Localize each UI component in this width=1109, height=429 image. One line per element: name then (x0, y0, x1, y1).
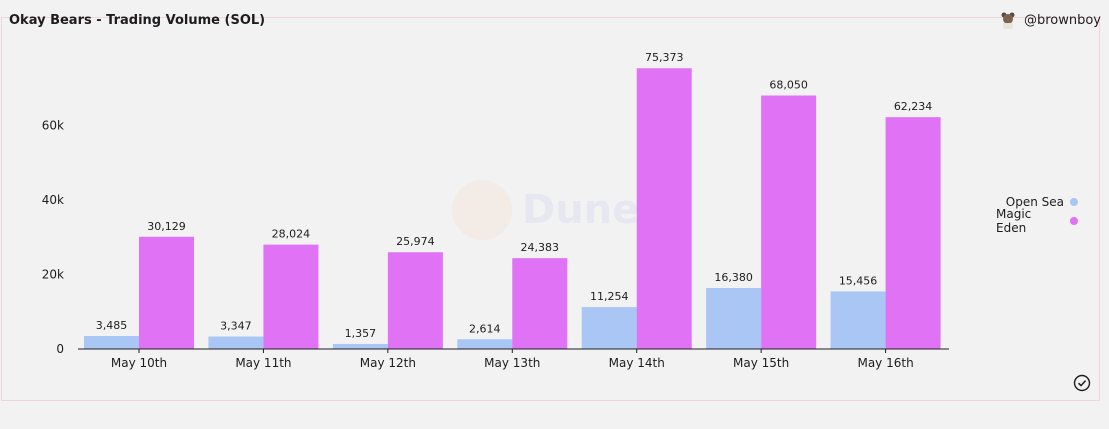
y-tick-label: 0 (56, 342, 64, 356)
check-circle-icon[interactable] (1073, 374, 1091, 392)
legend-swatch-open-sea (1070, 197, 1078, 206)
y-tick-label: 20k (42, 268, 64, 282)
x-tick-label: May 11th (235, 356, 291, 370)
legend-swatch-magic-eden (1070, 216, 1078, 225)
data-label: 24,383 (521, 241, 560, 254)
bar-magic-eden[interactable] (139, 236, 194, 349)
bar-magic-eden[interactable] (761, 95, 817, 349)
data-label: 75,373 (645, 51, 684, 64)
data-label: 16,380 (714, 271, 753, 284)
bar-magic-eden[interactable] (885, 117, 941, 350)
author-link[interactable]: @brownboy (1000, 11, 1101, 29)
data-label: 30,129 (147, 220, 186, 233)
bar-open-sea[interactable] (332, 343, 388, 349)
bar-magic-eden[interactable] (512, 258, 568, 349)
bar-open-sea[interactable] (84, 336, 139, 349)
bar-open-sea[interactable] (457, 339, 513, 349)
chart-title: Okay Bears - Trading Volume (SOL) (9, 13, 266, 28)
bar-open-sea[interactable] (581, 307, 637, 349)
legend: Open Sea Magic Eden (996, 192, 1078, 235)
bar-magic-eden[interactable] (636, 68, 692, 350)
y-tick-label: 60k (42, 119, 64, 133)
x-tick-label: May 12th (360, 356, 416, 370)
watermark-text: Dune (522, 187, 640, 233)
legend-item-open-sea[interactable]: Open Sea (996, 192, 1078, 211)
data-label: 3,485 (96, 319, 128, 332)
data-label: 2,614 (469, 322, 501, 335)
data-label: 68,050 (769, 79, 808, 92)
y-axis: 0 20k 40k 60k (42, 119, 64, 357)
dune-watermark: Dune (452, 180, 639, 240)
x-tick-label: May 15th (733, 356, 789, 370)
data-label: 15,456 (839, 274, 878, 287)
data-label: 28,024 (272, 228, 311, 241)
legend-label-open-sea: Open Sea (1005, 194, 1064, 209)
y-tick-label: 40k (42, 193, 64, 207)
legend-item-magic-eden[interactable]: Magic Eden (996, 207, 1078, 235)
dune-logo-icon (452, 180, 512, 240)
bar-open-sea[interactable] (706, 287, 762, 349)
bar-open-sea[interactable] (208, 336, 264, 349)
x-tick-label: May 10th (111, 356, 167, 370)
x-tick-label: May 14th (609, 356, 665, 370)
x-tick-label: May 16th (857, 356, 913, 370)
data-label: 1,357 (345, 327, 377, 340)
bar-magic-eden[interactable] (387, 252, 443, 349)
data-label: 62,234 (894, 100, 933, 113)
x-axis: May 10th May 11th May 12th May 13th May 14th… (111, 349, 914, 370)
bar-magic-eden[interactable] (263, 244, 319, 349)
x-tick-label: May 13th (484, 356, 540, 370)
author-name: @brownboy (1023, 12, 1101, 28)
bear-avatar-icon (1000, 11, 1016, 29)
legend-label-magic-eden: Magic Eden (996, 206, 1032, 235)
data-label: 25,974 (396, 235, 435, 248)
data-label: 11,254 (590, 290, 629, 303)
data-label: 3,347 (220, 320, 252, 333)
bar-open-sea[interactable] (830, 291, 886, 349)
bars-group: 3,485 30,129 3,347 28,024 1,357 25,974 2,614 24… (84, 51, 941, 350)
